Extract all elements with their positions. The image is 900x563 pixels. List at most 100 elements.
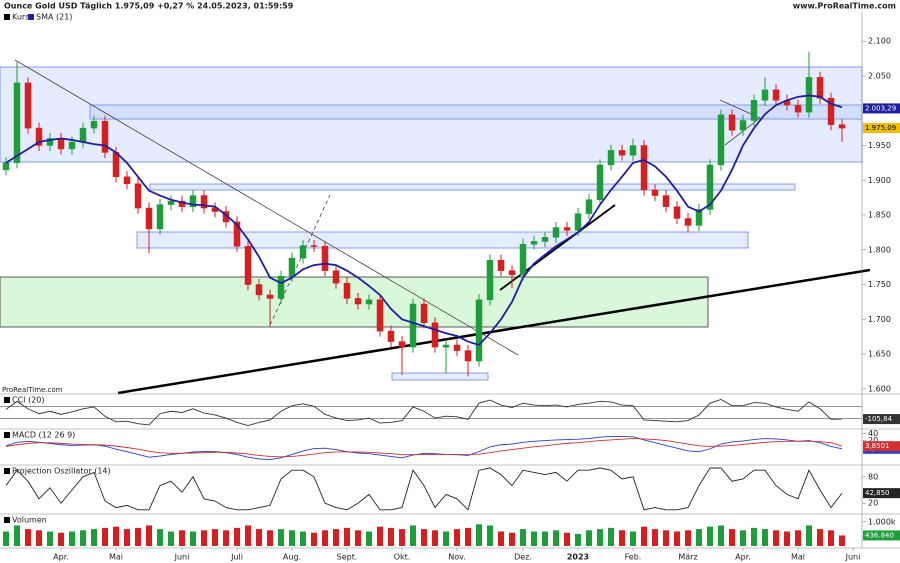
candle-body [772,89,780,101]
candle-body [673,206,681,219]
volume-bar [300,531,306,546]
candle-body [101,120,109,153]
candle-body [68,141,76,150]
candle-body [387,330,395,342]
candle-body [244,246,252,285]
volume-bar [366,531,372,546]
candle-body [145,207,153,230]
volume-bar [432,530,438,546]
x-tick-label: März [678,553,697,562]
candle-body [376,299,384,332]
x-tick-label: 2023 [567,553,589,562]
y-tick-label: 80 [868,472,878,481]
candle-body [618,150,626,156]
volume-bar [696,529,702,546]
candle-body [420,303,428,324]
indicator-line [5,398,843,426]
volume-bar [773,530,779,546]
y-tick-label: 1.750 [868,280,891,289]
candle-body [123,176,131,184]
volume-bar [839,535,845,546]
volume-bar [212,529,218,546]
x-tick-label: Mai [109,553,123,562]
volume-bar [586,530,592,546]
trendline [117,268,871,395]
y-tick-label: 1.650 [868,350,891,359]
volume-bar [256,529,262,546]
x-tick-label: Apr. [53,553,69,562]
candle-body [112,152,120,178]
candle-body [365,299,373,305]
candle-body [2,162,10,171]
value-badge-label: -105,84 [865,415,893,423]
panel-swatch [4,397,10,403]
trendline [499,204,616,291]
x-tick-label: Mai [791,553,805,562]
annotations [0,59,871,395]
candle-body [79,127,87,143]
volume-bar [388,527,394,546]
x-tick-label: Juli [230,553,243,562]
y-tick-label: 20 [868,499,878,508]
candle-body [519,243,527,276]
volume-bar [223,530,229,546]
candle-body [431,322,439,348]
x-tick-label: Apr. [735,553,751,562]
panel-title: Projection Oszillator (14) [12,467,111,476]
indicator-line [5,438,843,458]
y-tick-label: 20 [868,436,878,445]
candle-body [728,114,736,131]
candle-body [695,209,703,226]
volume-bar [3,531,9,546]
volume-bar [135,527,141,546]
candle-body [684,218,692,226]
indicator-line [5,436,843,461]
candle-body [838,124,846,129]
y-tick-label: 1.000k [868,517,896,526]
trendline [14,59,519,356]
value-badge-label: 3,8501 [865,442,890,450]
volume-bar [377,526,383,546]
volume-bar [652,529,658,546]
x-tick-label: Dez. [514,553,532,562]
frame [0,12,900,549]
volume-bar [707,526,713,546]
volume-bar [91,529,97,546]
volume-bar [124,529,130,546]
volume-bar [663,530,669,546]
candle-body [486,259,494,301]
value-badge [863,414,900,425]
volume-bar [762,529,768,546]
candle-body [299,245,307,259]
volume-bar [454,529,460,546]
y-tick-label: 1.900 [868,176,891,185]
candle-body [706,164,714,210]
site: www.ProRealTime.com [793,2,896,11]
y-tick-label: 2.100 [868,37,891,46]
x-tick-label: Juni [845,553,861,562]
x-tick-label: Feb. [625,553,642,562]
value-badge-label: 436.840 [865,531,894,539]
panel-title: CCI (20) [12,396,45,405]
candle-body [277,275,285,299]
candle-body [57,138,65,150]
volume-bar [47,531,53,546]
candle-body [816,77,824,99]
candle-body [739,120,747,131]
value-badge-label: 2.003,29 [865,104,896,112]
volume-bar [234,527,240,546]
candle-body [541,237,549,242]
volume-bar [399,529,405,546]
volume-bar [685,530,691,546]
sma-line [5,94,843,347]
x-tick-label: Okt. [394,553,411,562]
candle-body [453,344,461,351]
volume-bar [718,525,724,546]
volume-bar [795,530,801,546]
candle-body [343,282,351,299]
volume-bar [806,525,812,546]
volume-bar [465,527,471,546]
volume-bar [751,527,757,546]
